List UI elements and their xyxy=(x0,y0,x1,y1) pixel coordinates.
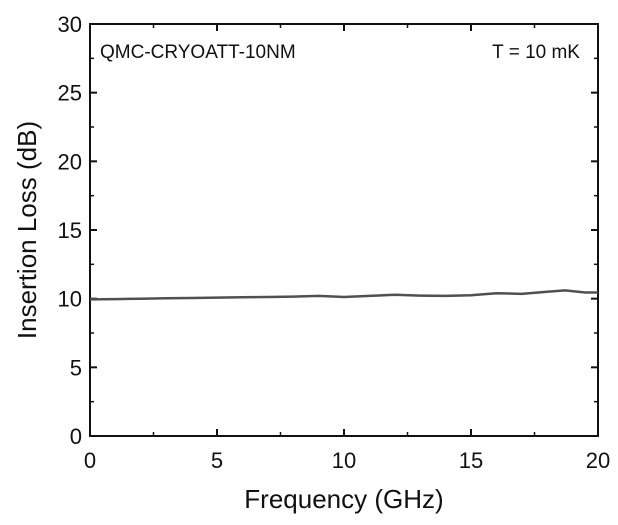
y-tick-label: 30 xyxy=(58,12,82,37)
x-axis-title: Frequency (GHz) xyxy=(244,484,443,514)
y-tick-label: 0 xyxy=(70,424,82,449)
x-axis-ticks: 0 5 10 15 20 xyxy=(84,24,610,473)
x-tick-label: 5 xyxy=(211,448,223,473)
device-label: QMC-CRYOATT-10NM xyxy=(100,42,296,63)
x-tick-label: 15 xyxy=(459,448,483,473)
y-axis-title: Insertion Loss (dB) xyxy=(12,121,42,339)
y-tick-label: 15 xyxy=(58,218,82,243)
x-tick-label: 20 xyxy=(586,448,610,473)
y-tick-label: 25 xyxy=(58,81,82,106)
y-tick-label: 20 xyxy=(58,149,82,174)
y-tick-label: 5 xyxy=(70,355,82,380)
x-tick-label: 0 xyxy=(84,448,96,473)
y-tick-label: 10 xyxy=(58,287,82,312)
y-axis-ticks: 0 5 10 15 20 25 30 xyxy=(58,12,598,449)
series-line xyxy=(89,289,598,301)
x-tick-label: 10 xyxy=(332,448,356,473)
plot-frame xyxy=(89,23,599,437)
temperature-label: T = 10 mK xyxy=(492,42,580,63)
